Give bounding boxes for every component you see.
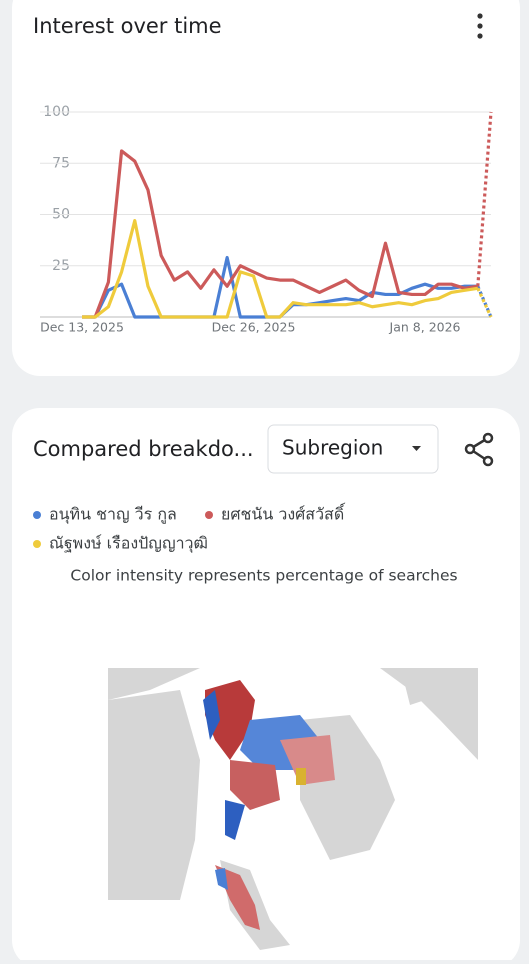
series-line [82,219,479,319]
x-tick-label: Dec 26, 2025 [212,320,296,335]
legend-dot [33,511,41,519]
x-tick-label: Jan 8, 2026 [389,320,461,335]
dropdown-arrow [412,446,421,451]
share-icon[interactable] [464,432,494,467]
card [12,0,520,376]
note: Color intensity represents percentage of… [70,567,457,585]
breakdown-title: Compared breakdo... [33,437,254,461]
legend-label: ยศชนัน วงศ์สวัสดิ์ [221,503,346,524]
legend-label: ณัฐพงษ์ เรืองปัญญาวุฒิ [49,534,208,554]
legend-dot [205,511,213,519]
x-tick-label: Dec 13, 2025 [40,320,124,335]
partial-segment [476,111,493,287]
card-title: Interest over time [33,14,222,38]
dropdown[interactable] [267,424,439,474]
legend-label: อนุทิน ชาญ วีร กูล [49,505,177,525]
map [108,668,478,950]
more-menu[interactable] [477,13,483,39]
dropdown-label: Subregion [282,436,383,460]
series-line [82,149,479,319]
legend-dot [33,540,41,548]
partial-segment [476,287,493,318]
